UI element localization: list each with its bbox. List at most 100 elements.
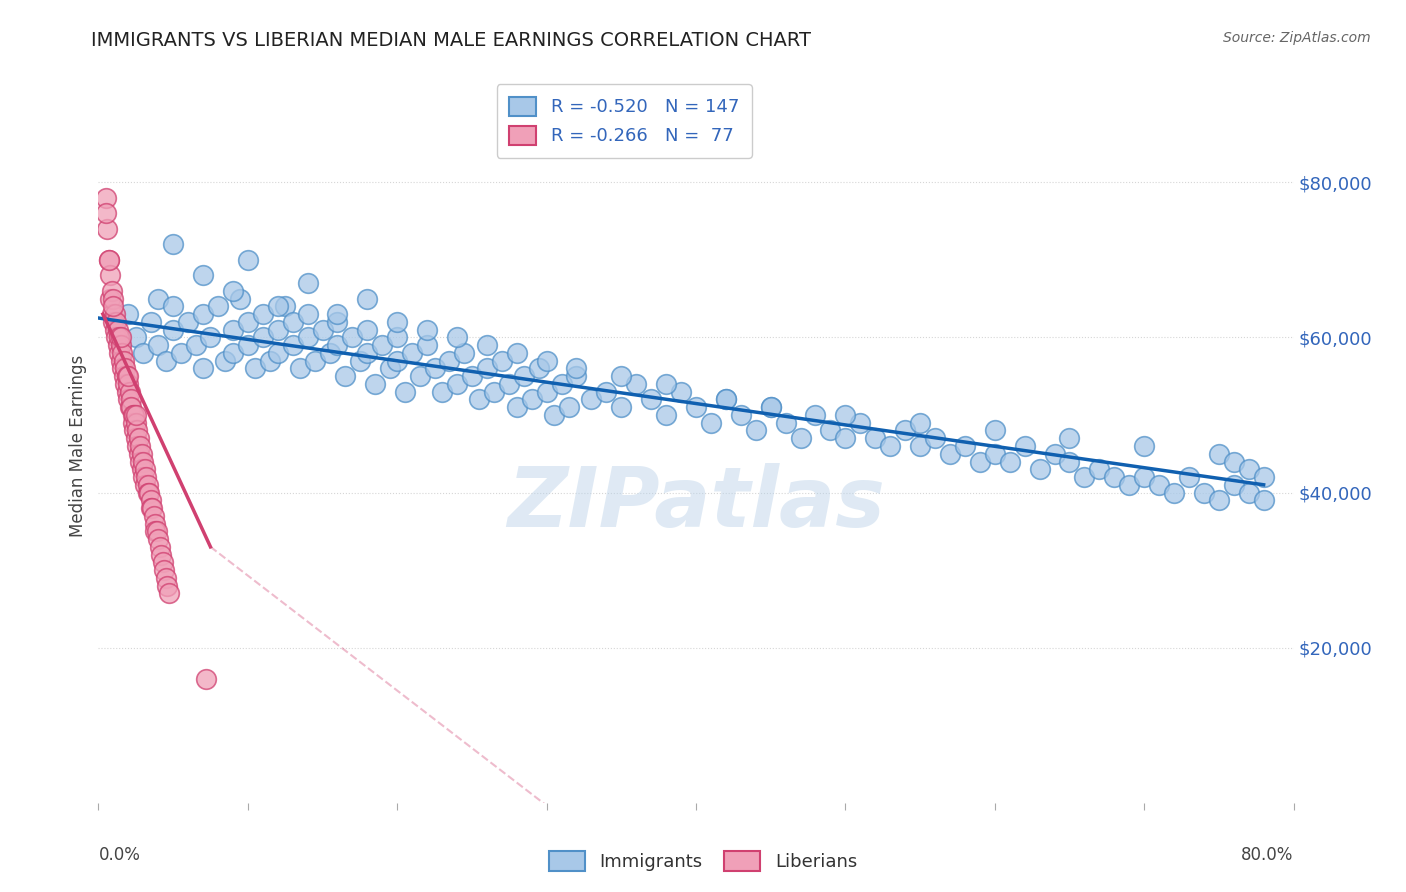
Point [475,361,498,376]
Point [152,555,174,569]
Y-axis label: Median Male Earnings: Median Male Earnings [69,355,87,537]
Point [356,292,378,306]
Point [98,268,122,283]
Text: IMMIGRANTS VS LIBERIAN MEDIAN MALE EARNINGS CORRELATION CHART: IMMIGRANTS VS LIBERIAN MEDIAN MALE EARNI… [91,31,811,50]
Point [939,447,962,461]
Point [236,338,259,352]
Text: 80.0%: 80.0% [1241,846,1294,863]
Point [120,401,142,415]
Point [148,532,170,546]
Point [267,323,290,337]
Point [97,252,120,267]
Point [108,346,131,360]
Point [110,330,132,344]
Point [138,485,160,500]
Point [103,315,125,329]
Point [804,408,827,422]
Point [162,323,184,337]
Point [191,307,214,321]
Point [112,369,135,384]
Point [385,315,409,329]
Point [1133,439,1156,453]
Point [143,524,166,539]
Point [506,401,529,415]
Point [281,315,304,329]
Point [112,353,135,368]
Point [110,353,132,368]
Point [506,346,529,360]
Point [236,252,259,267]
Point [550,376,572,391]
Point [103,299,125,313]
Point [103,292,125,306]
Point [136,485,159,500]
Point [104,307,127,321]
Point [101,284,124,298]
Point [252,330,274,344]
Point [385,353,409,368]
Point [1253,493,1275,508]
Point [136,477,159,491]
Point [423,361,446,376]
Point [111,361,134,376]
Point [155,353,177,368]
Point [759,401,782,415]
Point [446,376,468,391]
Point [117,307,139,321]
Text: 0.0%: 0.0% [98,846,141,863]
Point [191,361,214,376]
Point [108,330,131,344]
Point [730,408,752,422]
Point [118,384,141,399]
Point [834,431,856,445]
Point [128,431,150,445]
Point [98,292,122,306]
Point [714,392,737,407]
Point [536,353,558,368]
Point [153,563,176,577]
Point [222,323,245,337]
Point [127,439,149,453]
Point [222,284,245,298]
Point [640,392,662,407]
Point [998,454,1021,468]
Point [333,369,356,384]
Point [714,392,737,407]
Point [125,431,148,445]
Point [326,338,349,352]
Point [297,330,319,344]
Point [200,330,222,344]
Point [104,323,127,337]
Point [281,338,304,352]
Point [1253,470,1275,484]
Point [626,376,648,391]
Point [401,346,423,360]
Point [135,470,157,484]
Point [120,392,142,407]
Point [520,392,543,407]
Point [1118,477,1140,491]
Point [117,392,139,407]
Point [134,462,156,476]
Point [655,376,678,391]
Point [1223,454,1246,468]
Point [1208,447,1230,461]
Point [105,315,128,329]
Point [558,401,581,415]
Point [1059,431,1081,445]
Point [156,579,179,593]
Point [565,369,588,384]
Point [297,307,319,321]
Point [879,439,901,453]
Point [141,501,163,516]
Point [385,330,409,344]
Point [134,477,156,491]
Point [319,346,342,360]
Point [894,424,917,438]
Point [110,338,132,352]
Point [107,323,129,337]
Point [581,392,603,407]
Point [924,431,946,445]
Point [97,252,120,267]
Point [1163,485,1185,500]
